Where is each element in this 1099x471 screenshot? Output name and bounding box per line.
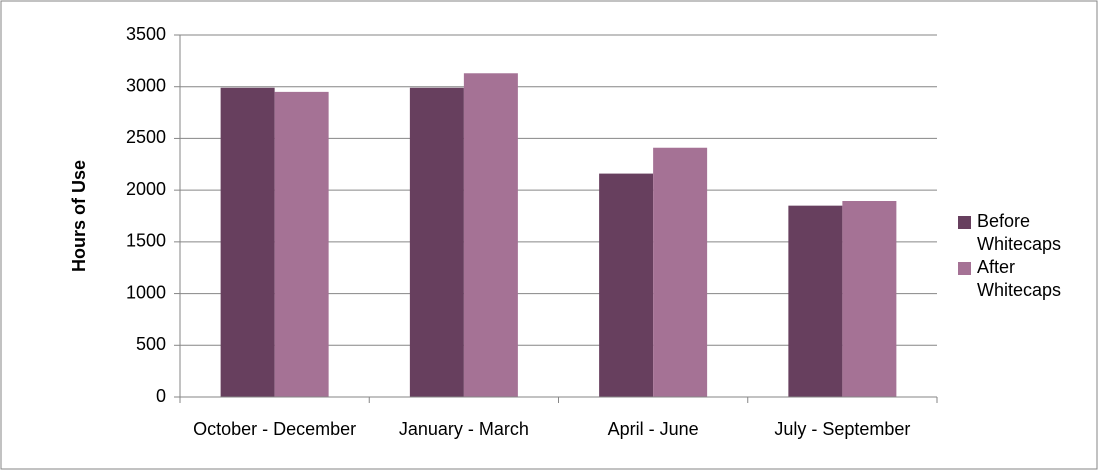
bar xyxy=(409,87,464,398)
bar xyxy=(274,91,329,397)
legend-swatch xyxy=(958,216,971,229)
y-tick-label: 1500 xyxy=(126,231,166,251)
legend-swatch xyxy=(958,262,971,275)
legend-label: After Whitecaps xyxy=(977,257,1062,300)
y-tick-label: 2000 xyxy=(126,179,166,199)
y-tick-label: 0 xyxy=(156,386,166,406)
y-tick-label: 3500 xyxy=(126,24,166,44)
x-tick-label: January - March xyxy=(399,419,529,439)
legend: Before Whitecaps After Whitecaps xyxy=(958,210,1088,302)
bar xyxy=(599,173,654,397)
legend-item: Before Whitecaps xyxy=(958,210,1088,256)
y-tick-label: 1000 xyxy=(126,282,166,302)
bar xyxy=(220,87,275,398)
y-tick-label: 2500 xyxy=(126,127,166,147)
y-axis-label: Hours of Use xyxy=(69,160,89,272)
y-tick-label: 500 xyxy=(136,334,166,354)
x-tick-label: July - September xyxy=(774,419,910,439)
y-tick-label: 3000 xyxy=(126,75,166,95)
bar xyxy=(463,73,518,398)
bar xyxy=(653,147,708,397)
x-tick-label: April - June xyxy=(608,419,699,439)
legend-item: After Whitecaps xyxy=(958,256,1088,302)
x-tick-label: October - December xyxy=(193,419,356,439)
bar xyxy=(842,201,897,397)
legend-label: Before Whitecaps xyxy=(977,211,1062,254)
bar xyxy=(788,205,843,397)
